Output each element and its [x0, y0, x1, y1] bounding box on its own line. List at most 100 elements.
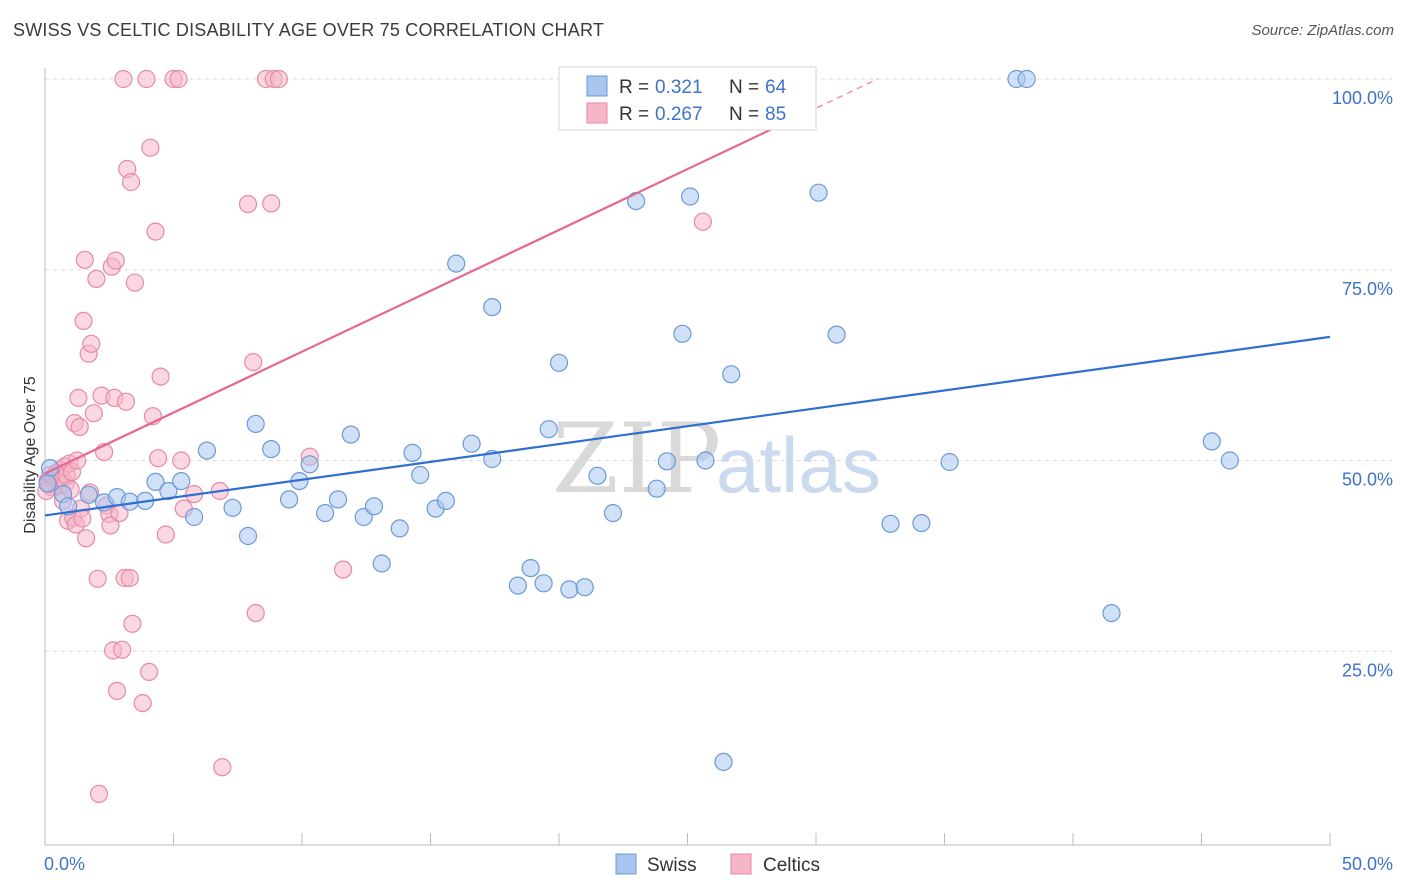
series-swiss-points [38, 69, 1239, 772]
swiss-point-59 [1017, 69, 1036, 89]
legend-celtics-r-value: 0.267 [655, 104, 703, 125]
swiss-point-30 [436, 491, 455, 510]
swiss-point-31 [447, 254, 466, 273]
series-legend: Swiss Celtics [615, 853, 820, 876]
x-tick-label-min: 0.0% [44, 854, 85, 874]
legend-swiss-n-value: 64 [765, 77, 787, 98]
celtics-point-50 [114, 69, 133, 89]
swiss-point-10 [172, 472, 191, 491]
y-tick-labels: 25.0% 50.0% 75.0% 100.0% [1332, 88, 1393, 680]
legend-swatch-swiss [586, 75, 608, 97]
celtics-point-30 [76, 529, 96, 548]
swiss-point-41 [575, 578, 594, 597]
celtics-point-60 [140, 662, 159, 682]
celtics-point-47 [107, 681, 127, 701]
watermark-zip: ZIP [552, 403, 721, 515]
swiss-point-6 [120, 492, 139, 511]
swiss-point-46 [657, 452, 677, 471]
celtics-point-64 [149, 449, 168, 468]
legend-celtics-n-value: 85 [765, 104, 786, 125]
swiss-point-54 [827, 325, 846, 344]
celtics-point-75 [244, 353, 263, 372]
swiss-point-15 [246, 414, 265, 433]
swiss-point-62 [1220, 451, 1239, 470]
celtics-point-25 [70, 417, 89, 436]
celtics-point-57 [125, 273, 144, 292]
celtics-point-65 [151, 367, 170, 386]
y-tick-label-50: 50.0% [1342, 470, 1393, 490]
swiss-point-22 [341, 425, 360, 444]
celtics-point-69 [172, 451, 191, 470]
swiss-point-50 [714, 752, 733, 772]
bottom-legend-swatch-swiss [615, 853, 637, 875]
x-tick-labels: 0.0% 50.0% [44, 854, 1393, 874]
swiss-point-3 [79, 485, 98, 504]
legend-swatch-celtics [586, 102, 608, 124]
bottom-legend-swatch-celtics [730, 853, 752, 875]
celtics-point-63 [146, 222, 165, 241]
celtics-point-24 [69, 388, 88, 407]
celtics-point-49 [112, 640, 132, 659]
trendlines [44, 78, 1331, 517]
swiss-point-48 [680, 187, 700, 206]
swiss-point-20 [316, 503, 335, 523]
y-tick-label-100: 100.0% [1332, 88, 1393, 108]
stats-legend: R = 0.321 N = 64 R = 0.267 N = 85 [558, 66, 817, 131]
swiss-point-49 [696, 451, 715, 470]
axes [44, 68, 1331, 846]
swiss-point-21 [328, 490, 348, 509]
celtics-point-74 [238, 195, 258, 214]
celtics-point-61 [141, 138, 160, 157]
celtics-point-58 [133, 693, 152, 713]
swiss-point-60 [1102, 603, 1121, 623]
swiss-point-36 [521, 558, 540, 578]
swiss-point-57 [940, 452, 959, 472]
swiss-point-32 [462, 434, 481, 453]
celtics-point-46 [106, 251, 125, 270]
swiss-point-25 [372, 554, 391, 573]
swiss-point-24 [364, 497, 384, 516]
celtics-point-80 [269, 69, 288, 89]
watermark: ZIP atlas [552, 403, 881, 515]
celtics-point-33 [82, 334, 101, 353]
legend-celtics-n-label: N = [729, 104, 759, 125]
celtics-point-42 [101, 516, 120, 535]
swiss-trendline [44, 335, 1331, 517]
legend-swiss-n-label: N = [729, 77, 759, 98]
swiss-point-37 [534, 574, 553, 593]
swiss-point-42 [588, 466, 607, 485]
bottom-legend-swiss: Swiss [647, 855, 697, 876]
swiss-point-38 [539, 420, 558, 439]
chart-title: SWISS VS CELTIC DISABILITY AGE OVER 75 C… [13, 20, 605, 40]
swiss-point-56 [912, 513, 931, 533]
legend-swiss-r-value: 0.321 [655, 77, 703, 98]
celtics-point-27 [73, 509, 92, 528]
swiss-point-28 [411, 465, 430, 485]
swiss-point-43 [603, 503, 623, 523]
swiss-point-34 [483, 298, 502, 317]
swiss-point-35 [508, 576, 528, 595]
celtics-point-28 [74, 311, 93, 330]
swiss-point-26 [390, 519, 409, 538]
watermark-atlas: atlas [716, 421, 881, 509]
celtics-point-78 [262, 194, 281, 213]
swiss-point-19 [300, 455, 319, 474]
celtics-point-66 [156, 525, 175, 544]
swiss-point-8 [146, 472, 165, 491]
swiss-point-27 [403, 443, 422, 462]
swiss-point-55 [881, 514, 900, 533]
celtics-point-83 [693, 212, 713, 231]
celtics-trendline-extension [777, 78, 879, 128]
swiss-point-63 [38, 474, 57, 493]
swiss-point-9 [159, 481, 178, 501]
source-label: Source: ZipAtlas.com [1251, 22, 1394, 39]
swiss-point-11 [185, 507, 204, 527]
celtics-point-35 [87, 269, 106, 288]
celtics-point-37 [89, 784, 109, 804]
celtics-point-36 [88, 569, 107, 588]
y-tick-label-75: 75.0% [1342, 279, 1393, 299]
swiss-point-14 [238, 526, 258, 546]
celtics-point-59 [137, 69, 156, 89]
swiss-point-61 [1202, 432, 1221, 451]
